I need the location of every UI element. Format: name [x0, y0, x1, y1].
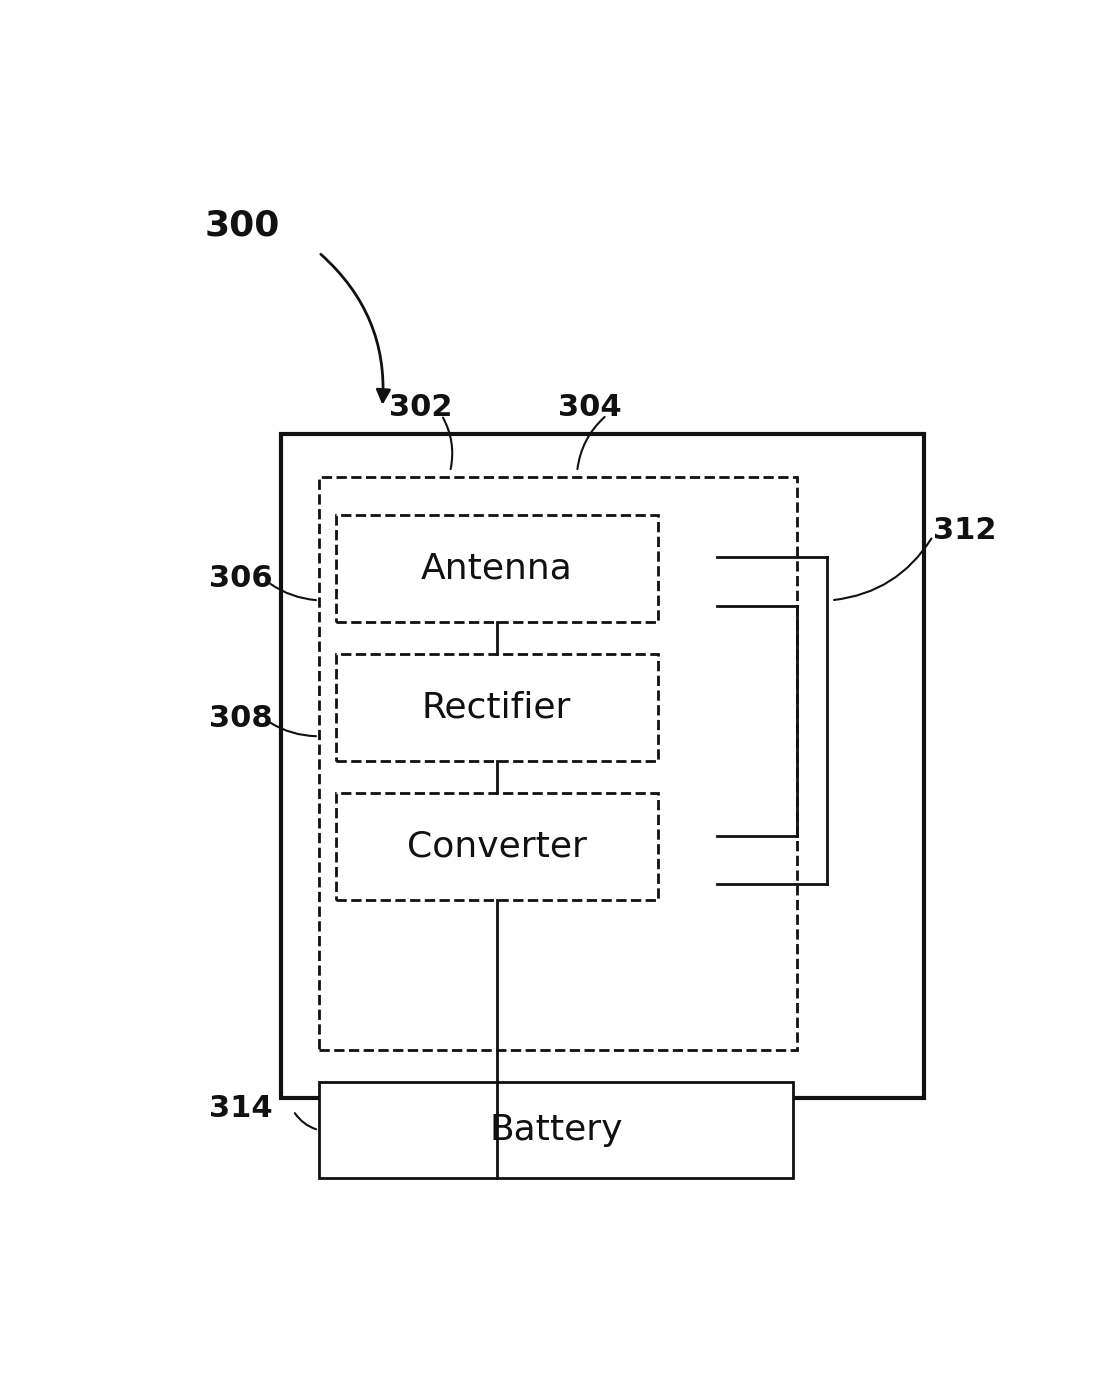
Text: Rectifier: Rectifier [422, 691, 572, 724]
Bar [319, 477, 798, 1049]
Text: 314: 314 [209, 1094, 272, 1123]
Text: 304: 304 [559, 393, 622, 423]
Text: 302: 302 [389, 393, 453, 423]
Text: Converter: Converter [407, 830, 587, 863]
Bar [336, 653, 658, 760]
Bar [281, 434, 925, 1098]
Text: Battery: Battery [490, 1113, 623, 1147]
Text: 306: 306 [209, 564, 272, 594]
Text: 300: 300 [204, 208, 280, 243]
Text: 312: 312 [933, 516, 997, 545]
Bar [336, 514, 658, 621]
Bar [319, 1081, 794, 1179]
Text: 308: 308 [209, 703, 272, 733]
Bar [336, 792, 658, 899]
Text: Antenna: Antenna [421, 552, 573, 585]
